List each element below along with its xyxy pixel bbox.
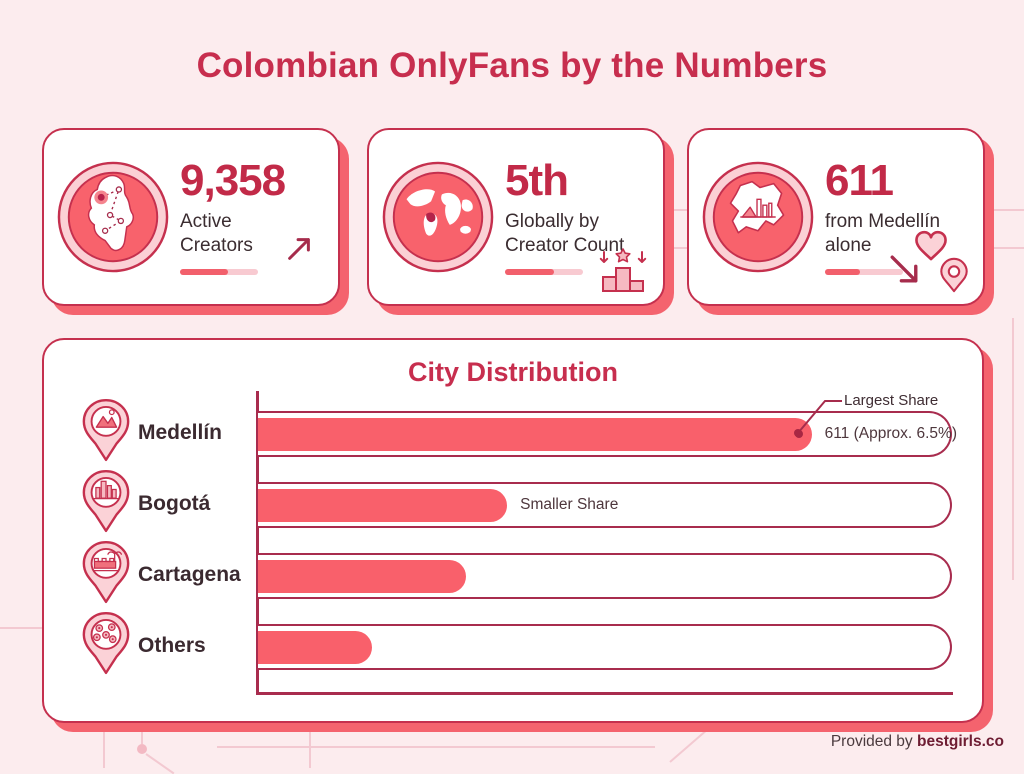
arrow-down-right-icon [890,255,918,283]
bar-track: Smaller Share [258,482,952,528]
circuit-line [0,627,42,629]
callout-line [794,400,842,437]
trend-up-arrow-icon [288,238,310,260]
colombia-map-icon [57,161,169,273]
fort-palm-pin-icon [82,540,130,604]
stat-card-medellin-creators: 611 from Medellín alone [687,128,985,306]
bar-medellin [258,417,812,451]
circuit-node-dot [137,744,147,754]
progress-bar [180,268,258,275]
circuit-line [1012,318,1014,580]
location-pin-icon [940,257,968,293]
stat-value: 9,358 [180,156,286,206]
stat-label: from Medellín alone [825,211,941,256]
bar-track [258,553,952,599]
stat-label: Globally by Creator Count [505,211,625,256]
bar-bogota [258,488,508,522]
progress-bar [505,268,583,275]
progress-bar [825,268,903,275]
mountains-pin-icon [82,398,130,462]
bar-cartagena [258,559,466,593]
bar-label-cartagena: Cartagena [138,563,241,586]
bar-label-medellin: Medellín [138,421,223,444]
circuit-line [103,724,105,768]
circuit-line [145,753,175,774]
medellin-region-map-icon [702,161,814,273]
stat-label: Active Creators [180,211,253,256]
bar-value-label: 611 (Approx. 6.5%) [824,425,957,442]
chart-title: City Distribution [408,357,618,387]
podium-icon [599,248,647,292]
bar-track: 611 (Approx. 6.5%) [258,411,957,457]
attribution: Provided by bestgirls.co [831,733,1004,751]
chart-axis-y [256,391,259,695]
attribution-prefix: Provided by [830,733,917,750]
chart-axis-x [256,692,953,695]
stat-value: 611 [825,156,894,206]
callout-annotation: Largest Share [844,392,939,409]
stat-value: 5th [505,156,569,206]
bar-label-others: Others [138,634,206,657]
heart-icon [915,230,947,261]
stat-card-global-rank: 5th Globally by Creator Count [367,128,665,306]
infographic-title: Colombian OnlyFans by the Numbers [196,46,828,85]
world-map-icon [382,161,494,273]
bar-track [258,624,952,670]
city-distribution-panel: City Distribution Medellín 611 (Approx. … [42,338,984,723]
dots-pin-icon [82,611,130,675]
brand-name: bestgirls.co [917,733,1004,750]
circuit-line [141,722,143,744]
bar-others [258,630,373,664]
bar-label-bogota: Bogotá [138,492,211,515]
city-skyline-pin-icon [82,469,130,533]
card-corner-icons [879,230,975,298]
circuit-line [309,724,311,768]
stat-card-active-creators: 9,358 Active Creators [42,128,340,306]
bar-value-label: Smaller Share [520,496,619,513]
circuit-line [217,746,655,748]
circuit-line [669,720,718,763]
